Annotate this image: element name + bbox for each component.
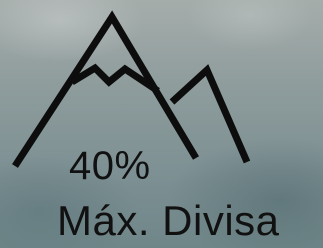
stat-label: Máx. Divisa <box>57 200 280 242</box>
stat-tile: 40% Máx. Divisa <box>0 0 323 248</box>
small-peak <box>172 70 247 162</box>
stat-value: 40% <box>69 146 151 186</box>
